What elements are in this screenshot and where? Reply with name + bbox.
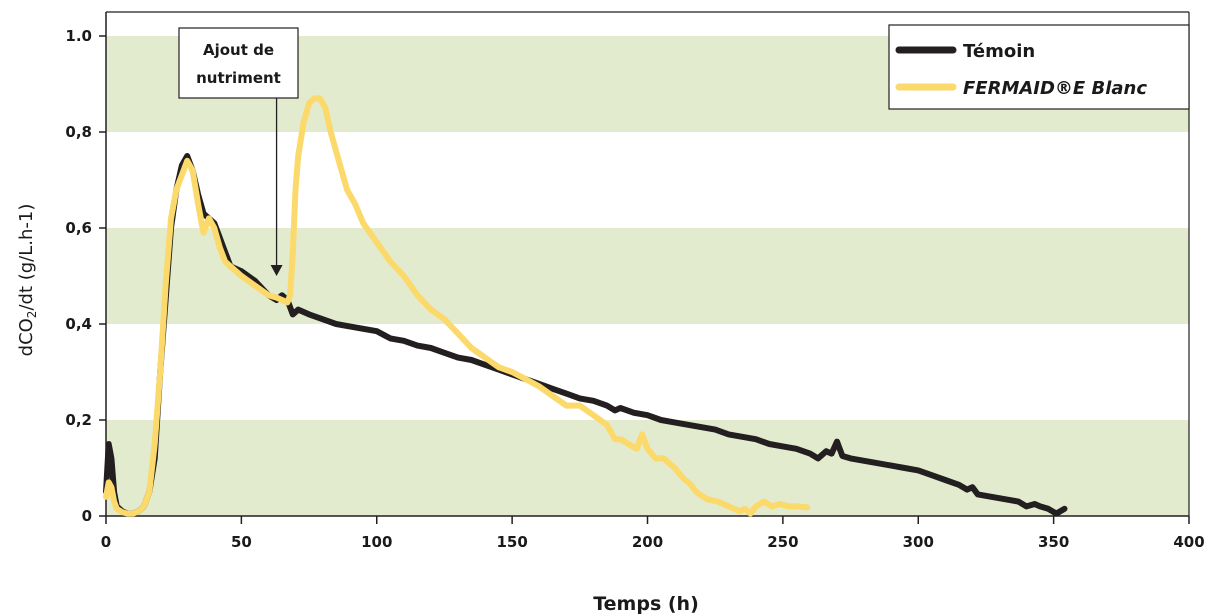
x-tick-label: 250 [767,533,798,551]
y-tick-label: 0,8 [65,123,92,141]
y-axis-title-suffix: /dt (g/L.h-1) [16,204,37,311]
background-band [106,228,1189,324]
x-tick-label: 150 [496,533,527,551]
background-band [106,420,1189,516]
annotation-line-2: nutriment [196,69,281,87]
x-tick-label: 50 [231,533,252,551]
y-tick-label: 1.0 [65,27,92,45]
y-tick-label: 0,4 [65,315,92,333]
x-tick-label: 350 [1038,533,1069,551]
legend-box [888,24,1190,110]
y-tick-label: 0,2 [65,411,92,429]
legend-label-temoin: Témoin [963,41,1035,62]
legend: Témoin FERMAID®E Blanc [888,24,1190,110]
series-lines [103,95,1068,517]
x-axis-title: Temps (h) [593,593,699,615]
x-tick-label: 300 [903,533,934,551]
annotation-arrow-head [270,265,283,276]
y-axis-title-subscript: 2 [25,311,39,319]
x-tick-label: 0 [101,533,111,551]
x-tick-label: 100 [361,533,392,551]
y-axis-title-prefix: dCO [16,318,37,356]
annotation-box [178,27,299,99]
series-line-fermaid [103,95,811,517]
legend-label-fermaid: FERMAID®E Blanc [963,78,1147,99]
y-tick-label: 0 [82,507,92,525]
y-tick-label: 0,6 [65,219,92,237]
x-tick-label: 400 [1173,533,1204,551]
y-axis-title: dCO2/dt (g/L.h-1) [16,204,39,357]
x-tick-label: 200 [632,533,663,551]
annotation-line-1: Ajout de [203,41,274,59]
annotation: Ajout de nutriment [178,27,299,276]
axes: 0 50 100 150 200 250 300 350 400 0 0,2 0,4 0,6 0,8 1.0 [65,11,1205,551]
